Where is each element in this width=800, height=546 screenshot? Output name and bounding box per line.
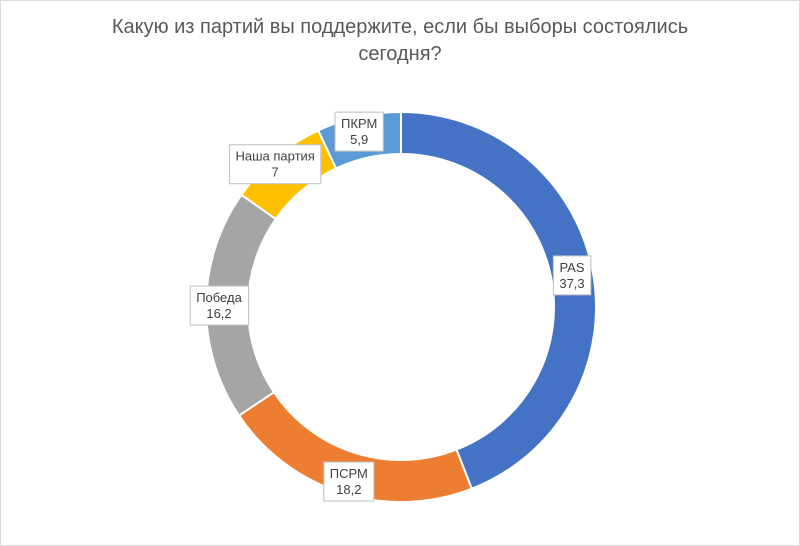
data-label-box bbox=[552, 255, 592, 296]
data-label-value: 18,2 bbox=[336, 482, 361, 497]
data-label-value: 16,2 bbox=[206, 306, 231, 321]
data-label-category: Победа bbox=[196, 290, 242, 305]
data-label-value: 5,9 bbox=[350, 132, 368, 147]
data-label-box bbox=[228, 144, 322, 185]
data-label-category: ПКРМ bbox=[341, 116, 377, 131]
data-label-box bbox=[323, 461, 375, 502]
data-label-box bbox=[189, 285, 250, 326]
data-label-box bbox=[334, 111, 384, 152]
chart-title: Какую из партий вы поддержите, если бы в… bbox=[111, 16, 689, 65]
data-label-category: ПСРМ bbox=[330, 466, 368, 481]
data-label-category: PAS bbox=[559, 260, 584, 275]
data-label-category: Наша партия bbox=[235, 149, 314, 164]
data-label-value: 37,3 bbox=[559, 276, 584, 291]
slice-1 bbox=[400, 110, 597, 491]
data-label-value: 7 bbox=[272, 165, 279, 180]
